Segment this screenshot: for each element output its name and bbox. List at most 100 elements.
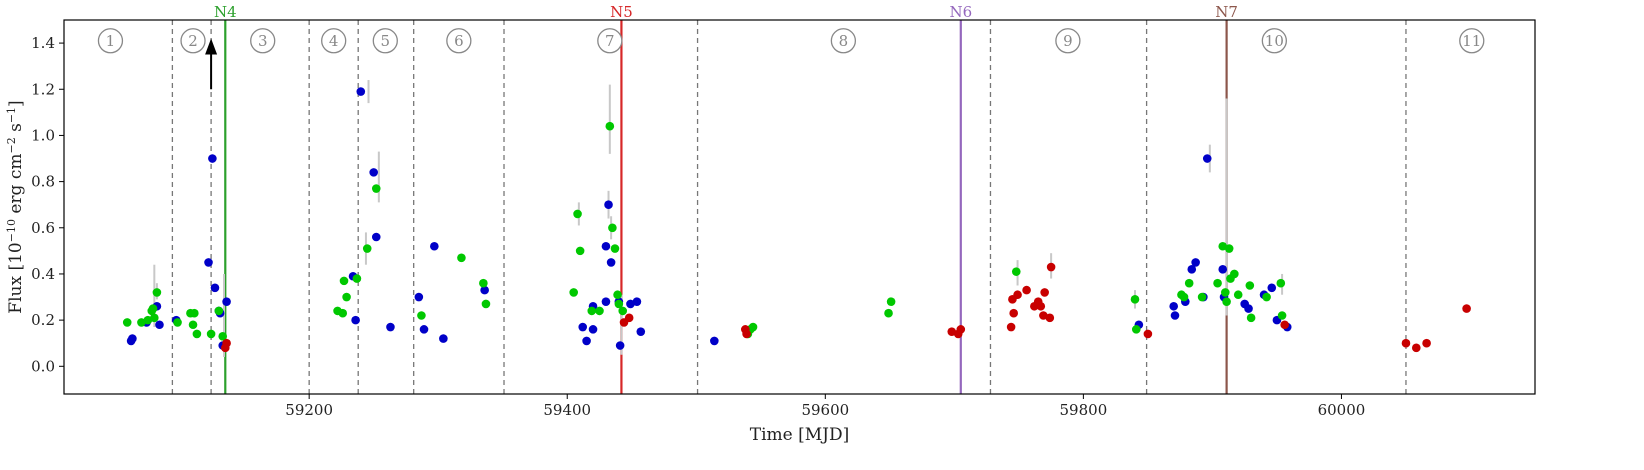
green-data-point (613, 290, 622, 300)
red-data-point (1422, 338, 1431, 348)
blue-data-point (1170, 311, 1180, 320)
green-data-point (1262, 292, 1271, 302)
red-data-point (1039, 311, 1048, 320)
green-data-point (371, 184, 381, 193)
red-data-point (1045, 313, 1055, 323)
green-data-point (1131, 325, 1141, 334)
red-data-point (956, 325, 966, 334)
green-data-point (886, 297, 896, 306)
red-data-point (1006, 322, 1016, 332)
axes: 59200 59400 59600 59800 60000 0.0 0.2 0.4 0.6 0.8… (31, 19, 1536, 419)
blue-data-point (414, 292, 424, 302)
y-tick-label: 1.4 (31, 34, 55, 52)
green-data-point (481, 299, 491, 309)
upper-limit-arrow-head (205, 38, 218, 55)
green-data-point (137, 318, 146, 327)
zone-label-9: 9 (1063, 32, 1073, 50)
green-data-point (618, 306, 628, 316)
green-data-point (192, 329, 202, 339)
green-data-point (1276, 278, 1286, 288)
zone-label-2: 2 (188, 32, 198, 50)
green-data-point (569, 288, 578, 297)
green-data-point (338, 308, 348, 318)
green-data-point (1213, 278, 1222, 288)
blue-data-point (204, 258, 213, 267)
zone-label-8: 8 (839, 32, 849, 50)
blue-data-point (222, 297, 231, 306)
blue-data-point (351, 315, 360, 325)
y-tick-label: 0.2 (31, 311, 55, 329)
zone-label-circle (97, 28, 124, 54)
blue-data-point (1244, 304, 1253, 313)
green-data-point (1245, 281, 1255, 290)
blue-data-point (419, 325, 429, 334)
blue-data-point (210, 283, 220, 293)
red-data-point (1401, 338, 1411, 348)
green-data-point (218, 331, 228, 341)
plot-frame (63, 19, 1536, 395)
blue-data-point (371, 232, 381, 242)
x-tick-label: 60000 (1318, 401, 1366, 419)
blue-data-point (128, 334, 137, 343)
green-data-point (457, 253, 466, 263)
green-data-point (1277, 311, 1287, 320)
green-data-point (1224, 244, 1234, 253)
blue-data-point (430, 241, 439, 251)
nova-label: N5 (610, 3, 633, 21)
zone-boundaries (171, 20, 1407, 394)
blue-data-point (1202, 154, 1212, 163)
zone-label-circle (1055, 28, 1081, 54)
green-data-point (143, 315, 153, 325)
red-data-point (1022, 285, 1031, 295)
blue-data-point (626, 299, 635, 309)
red-data-point (1462, 304, 1471, 313)
x-axis-label: Time [MJD] (750, 425, 849, 445)
y-tick-label: 0.6 (31, 219, 55, 237)
red-data-point (1143, 329, 1153, 339)
blue-data-point (386, 322, 395, 332)
green-data-point (1222, 297, 1231, 306)
green-data-point (1230, 269, 1239, 279)
green-data-point (1233, 290, 1243, 300)
y-tick-label: 0.0 (31, 357, 55, 375)
green-data-point (148, 304, 158, 313)
blue-data-point (1267, 283, 1277, 293)
blue-data-point (356, 87, 366, 96)
blue-data-point (615, 341, 625, 350)
green-data-point (1179, 292, 1189, 302)
green-data-point (1246, 313, 1256, 323)
blue-data-point (632, 297, 642, 306)
blue-data-point (1169, 301, 1179, 311)
blue-data-point (1187, 265, 1197, 274)
zone-label-circle (180, 28, 206, 54)
error-bars (153, 80, 1284, 358)
red-data-point (1036, 301, 1046, 311)
zone-label-7: 7 (605, 32, 615, 50)
zone-label-10: 10 (1265, 32, 1284, 50)
nova-label: N4 (214, 3, 237, 21)
green-data-point (188, 320, 198, 330)
nova-label: N7 (1215, 3, 1238, 21)
zone-label-1: 1 (106, 32, 116, 50)
green-data-point (352, 274, 362, 283)
blue-data-point (582, 336, 591, 346)
green-data-point (587, 306, 597, 316)
zone-label-circle (446, 28, 472, 54)
y-axis-label: Flux [10−10 erg cm−2 s−1] (5, 100, 27, 313)
y-tick-label: 0.4 (31, 265, 55, 283)
red-data-point (1009, 308, 1018, 318)
green-data-point (595, 306, 604, 316)
blue-data-point (1218, 265, 1228, 274)
green-data-point (122, 318, 132, 327)
red-data-point (1040, 288, 1049, 297)
green-data-point (614, 299, 624, 309)
green-data-point (342, 292, 351, 302)
green-data-point (1011, 267, 1021, 276)
green-data-point (748, 322, 758, 332)
zone-label-circle (1261, 28, 1287, 54)
red-data-point (1013, 290, 1022, 300)
blue-data-point (155, 320, 164, 330)
blue-data-point (601, 241, 611, 251)
green-data-point (214, 306, 224, 316)
green-data-point (605, 121, 615, 131)
